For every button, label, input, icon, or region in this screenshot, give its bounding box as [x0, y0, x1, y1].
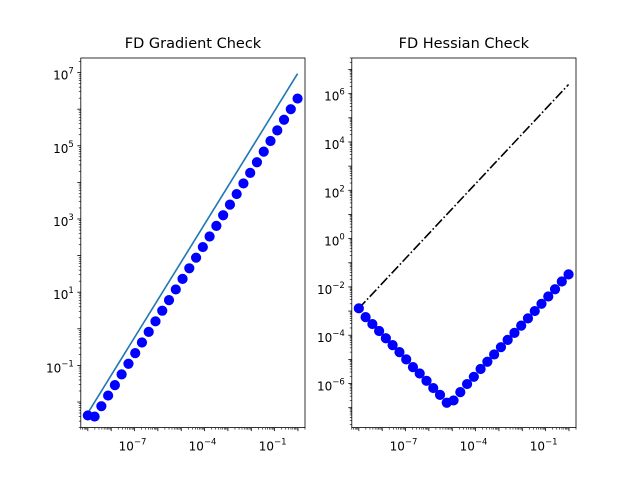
hessian-check-data-point [461, 378, 473, 390]
hessian-check-data-point [414, 368, 425, 379]
gradient-check-data-point [238, 178, 249, 189]
gradient-check-data-point [109, 379, 120, 391]
hessian-check-y-tick-label: 102 [324, 184, 345, 200]
hessian-check-data-point [380, 333, 391, 344]
hessian-check-data-point [353, 303, 364, 314]
gradient-check-data-point [292, 93, 303, 104]
gradient-check-data-point [272, 125, 283, 136]
gradient-check-data-point [265, 135, 276, 147]
hessian-check-data-point [394, 347, 405, 358]
hessian-check-data-point [495, 342, 507, 353]
gradient-check-x-tick-label: 10−1 [259, 438, 287, 454]
hessian-check-data-point [529, 305, 540, 317]
gradient-check-y-tick-label: 107 [53, 67, 74, 83]
hessian-check-data-point [475, 363, 486, 375]
gradient-check-data-point [116, 369, 127, 380]
hessian-check-data-point [536, 298, 547, 309]
gradient-check-data-point [190, 252, 202, 263]
hessian-check-y-ticks: 10−6 10−4 10−2 100 102 104 106 [317, 57, 352, 425]
hessian-check-plot-area [353, 83, 574, 408]
hessian-check-data-point [489, 349, 500, 360]
gradient-check-data-point [163, 295, 175, 306]
hessian-check-data-point [543, 291, 554, 302]
gradient-check-y-ticks: 10−1 101 103 105 107 [46, 61, 81, 428]
gradient-check-data-point [197, 241, 208, 253]
hessian-check-y-tick-label: 104 [324, 136, 345, 152]
gradient-check-data-point [103, 390, 114, 401]
gradient-check-data-point [224, 199, 236, 210]
gradient-check-data-point [184, 263, 195, 274]
hessian-check-data-point [455, 387, 466, 398]
hessian-check-axes-frame [351, 57, 577, 429]
hessian-check-y-tick-label: 106 [324, 88, 345, 104]
hessian-check-data-point [563, 269, 574, 280]
hessian-check-data-point [468, 371, 479, 382]
hessian-check-y-tick-label: 10−6 [317, 378, 345, 394]
hessian-check-data-point [407, 361, 419, 373]
hessian-check-data-point [428, 382, 439, 394]
gradient-check-data-point [251, 157, 263, 168]
hessian-check-data-point [556, 276, 567, 287]
gradient-check-data-point [278, 114, 290, 125]
gradient-check-data-point [231, 188, 242, 200]
gradient-check-y-tick-label: 105 [53, 140, 74, 156]
hessian-check-data-point [367, 318, 378, 330]
gradient-check-x-tick-label: 10−4 [189, 438, 217, 454]
gradient-check-axes-frame [80, 57, 306, 429]
hessian-check-data-point [360, 312, 371, 323]
gradient-check-data-point [89, 411, 100, 422]
gradient-check-data-point [123, 358, 134, 369]
hessian-check-data-point [448, 395, 459, 406]
gradient-check-data-point [150, 316, 161, 327]
gradient-check-x-tick-label: 10−7 [119, 438, 147, 454]
gradient-check-data-point [170, 284, 181, 295]
hessian-check-data-point [434, 389, 446, 400]
hessian-check-data-point [401, 354, 412, 365]
hessian-check-x-tick-label: 10−1 [530, 438, 558, 454]
gradient-check-data-point [218, 210, 229, 221]
gradient-check-plot-area [82, 73, 303, 422]
gradient-check-data-point [211, 220, 222, 231]
hessian-check-x-tick-label: 10−7 [390, 438, 418, 454]
gradient-check-data-point [245, 167, 256, 178]
gradient-check-reference-line [87, 73, 299, 414]
hessian-check-y-tick-label: 10−2 [317, 281, 345, 297]
gradient-check-data-point [258, 146, 269, 157]
hessian-check-x-tick-label: 10−4 [460, 438, 488, 454]
hessian-check-data-point [374, 325, 385, 337]
gradient-check-data-point [136, 337, 148, 348]
hessian-check-data-point [549, 284, 561, 295]
hessian-check-title: FD Hessian Check [399, 36, 530, 52]
gradient-check-y-tick-label: 103 [53, 213, 74, 229]
hessian-check-data-point [502, 334, 513, 346]
hessian-check-data-point [387, 340, 398, 351]
gradient-check-data-point [157, 305, 168, 316]
gradient-check-panel: FD Gradient Check 10−7 10−4 10−1 10−110110… [46, 36, 306, 454]
hessian-check-data-point [509, 327, 520, 338]
hessian-check-y-tick-label: 100 [324, 233, 345, 249]
hessian-check-reference-line [358, 83, 570, 309]
hessian-check-data-point [482, 356, 493, 367]
gradient-check-x-ticks: 10−7 10−4 10−1 [80, 427, 306, 454]
hessian-check-x-ticks: 10−7 10−4 10−1 [351, 427, 577, 454]
hessian-check-data-point [522, 313, 534, 324]
gradient-check-data-point [204, 231, 215, 242]
hessian-check-y-tick-label: 10−4 [317, 329, 345, 345]
hessian-check-panel: FD Hessian Check 10−7 10−4 10−1 10−610−410… [317, 36, 577, 454]
gradient-check-y-tick-label: 101 [53, 286, 74, 302]
gradient-check-data-point [177, 273, 188, 284]
hessian-check-data-point [516, 320, 527, 331]
gradient-check-data-point [96, 401, 107, 412]
gradient-check-data-point [130, 347, 141, 359]
gradient-check-title: FD Gradient Check [125, 36, 262, 52]
hessian-check-data-point [421, 375, 432, 386]
gradient-check-y-tick-label: 10−1 [46, 359, 74, 375]
gradient-check-data-point [143, 326, 154, 337]
gradient-check-data-point [285, 104, 296, 115]
